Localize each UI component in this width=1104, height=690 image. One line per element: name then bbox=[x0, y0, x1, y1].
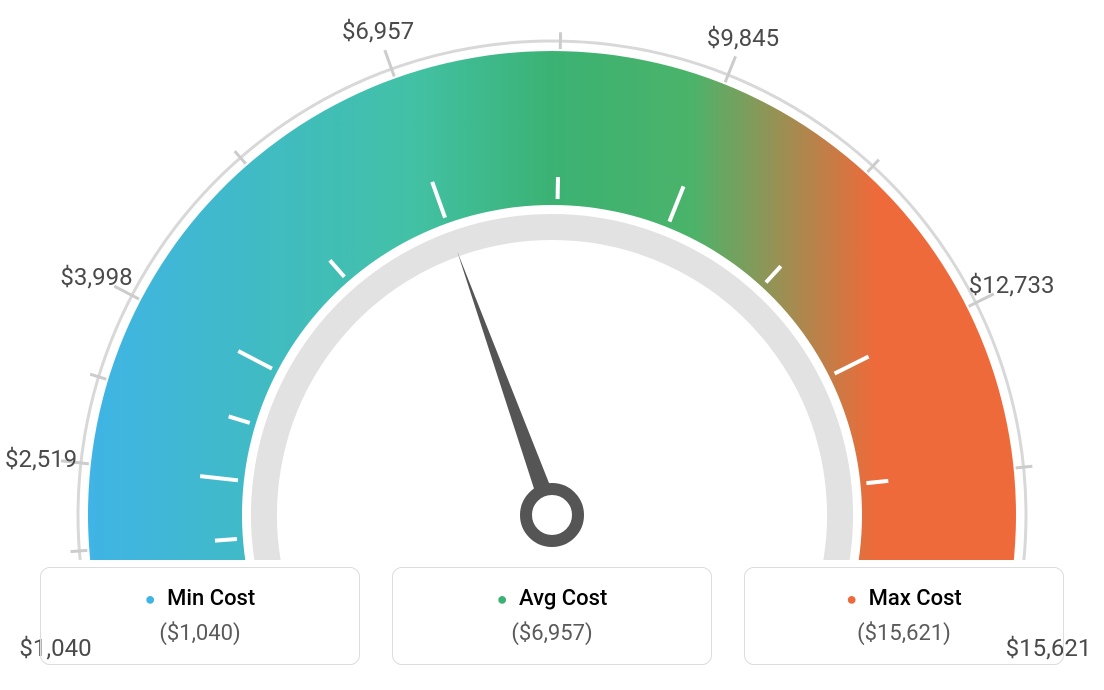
legend-avg-value: ($6,957) bbox=[413, 621, 691, 646]
gauge-tick-label: $12,733 bbox=[969, 271, 1055, 299]
legend-card-min: ● Min Cost ($1,040) bbox=[40, 567, 360, 665]
legend-min-value: ($1,040) bbox=[61, 621, 339, 646]
bullet-avg: ● bbox=[497, 589, 508, 610]
legend-card-avg: ● Avg Cost ($6,957) bbox=[392, 567, 712, 665]
bullet-min: ● bbox=[145, 589, 156, 610]
bullet-max: ● bbox=[846, 589, 857, 610]
gauge-tick-label: $9,845 bbox=[707, 24, 779, 52]
legend-max-label: Max Cost bbox=[869, 586, 962, 611]
legend-min-label: Min Cost bbox=[167, 586, 255, 611]
gauge-tick-label: $6,957 bbox=[342, 17, 414, 45]
legend-avg-label: Avg Cost bbox=[519, 586, 607, 611]
legend-max-value: ($15,621) bbox=[765, 621, 1043, 646]
gauge-tick-label: $3,998 bbox=[60, 263, 132, 291]
legend-card-max: ● Max Cost ($15,621) bbox=[744, 567, 1064, 665]
gauge-svg bbox=[0, 0, 1104, 560]
legend-min-title: ● Min Cost bbox=[61, 586, 339, 611]
cost-gauge: $1,040$2,519$3,998$6,957$9,845$12,733$15… bbox=[0, 0, 1104, 560]
legend-max-title: ● Max Cost bbox=[765, 586, 1043, 611]
legend-avg-title: ● Avg Cost bbox=[413, 586, 691, 611]
gauge-tick-label: $2,519 bbox=[5, 445, 77, 473]
legend-row: ● Min Cost ($1,040) ● Avg Cost ($6,957) … bbox=[0, 567, 1104, 665]
